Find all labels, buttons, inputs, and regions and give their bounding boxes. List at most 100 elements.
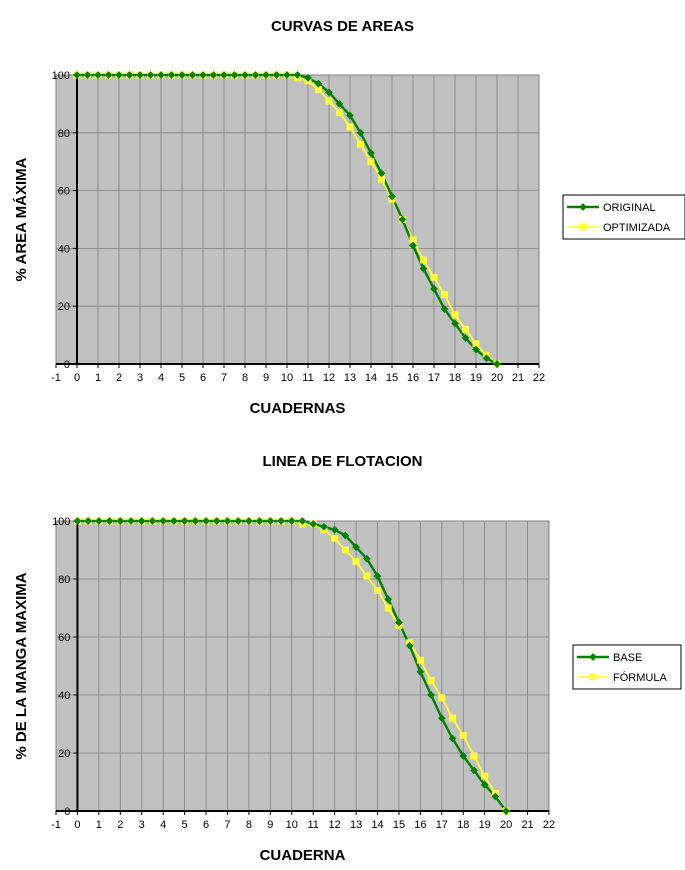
data-point <box>420 256 427 264</box>
x-tick-label: 17 <box>428 372 440 384</box>
data-point <box>325 88 333 97</box>
data-point <box>251 71 260 79</box>
legend: BASE FÓRMULA <box>572 644 682 690</box>
y-tick-label: 0 <box>64 359 70 371</box>
data-point <box>304 73 312 82</box>
data-point <box>405 641 414 650</box>
x-tick-label: 7 <box>224 819 230 831</box>
data-point <box>314 79 323 88</box>
plot-area <box>55 520 550 812</box>
x-tick-label: 1 <box>95 372 101 384</box>
x-tick-label: -1 <box>51 372 61 384</box>
data-point <box>331 534 339 542</box>
data-point <box>159 517 168 525</box>
x-tick-label: 16 <box>414 819 426 831</box>
data-point <box>105 517 114 525</box>
y-tick-label: 20 <box>58 748 70 760</box>
x-tick-label: 17 <box>436 819 448 831</box>
data-point <box>481 772 489 780</box>
x-tick-label: 11 <box>308 819 319 831</box>
data-point <box>362 554 371 563</box>
data-point <box>373 572 382 581</box>
data-point <box>262 71 270 79</box>
data-point <box>341 546 349 554</box>
legend-marker <box>589 673 597 681</box>
series-markers <box>73 71 501 368</box>
x-tick-label: 1 <box>96 819 102 831</box>
data-point <box>283 71 291 79</box>
data-point <box>319 522 328 531</box>
data-point <box>255 517 264 525</box>
x-tick-label: 12 <box>329 819 341 831</box>
data-point <box>427 691 436 699</box>
data-point <box>374 587 381 595</box>
data-point <box>336 109 343 117</box>
data-point <box>169 517 178 525</box>
data-point <box>178 71 186 79</box>
data-point <box>116 517 125 525</box>
data-point <box>502 807 511 815</box>
legend-label: OPTIMIZADA <box>603 222 671 234</box>
data-point <box>438 694 446 702</box>
data-point <box>470 752 478 760</box>
data-point <box>459 751 468 760</box>
x-tick-label: 5 <box>179 372 185 384</box>
legend-label: FÓRMULA <box>613 671 667 684</box>
data-point <box>272 71 281 79</box>
data-point <box>491 792 500 801</box>
data-point <box>427 677 435 684</box>
x-tick-label: 22 <box>533 372 545 384</box>
x-tick-label: 14 <box>371 819 383 831</box>
data-point <box>136 71 144 79</box>
data-point <box>199 71 207 79</box>
data-point <box>441 291 448 299</box>
data-point <box>462 325 469 333</box>
data-point <box>127 517 135 525</box>
data-point <box>346 123 354 131</box>
chart-title: LINEA DE FLOTACION <box>262 453 423 470</box>
data-point <box>341 531 350 540</box>
y-tick-label: 100 <box>52 70 70 82</box>
gridlines <box>56 74 539 364</box>
y-axis-title: % DE LA MANGA MAXIMA <box>13 572 30 759</box>
x-tick-label: 8 <box>242 372 248 384</box>
data-point <box>73 517 82 525</box>
y-tick-label: 0 <box>64 806 70 818</box>
x-tick-label: 12 <box>323 372 335 384</box>
y-tick-label: 100 <box>52 516 70 528</box>
x-tick-label: 15 <box>386 372 398 384</box>
data-point <box>84 517 93 525</box>
data-point <box>125 71 134 79</box>
data-point <box>352 558 360 566</box>
data-point <box>416 667 425 676</box>
chart-title: CURVAS DE AREAS <box>270 18 415 35</box>
data-point <box>377 169 386 178</box>
x-tick-label: 9 <box>263 372 269 384</box>
data-point <box>356 128 365 137</box>
x-tick-label: 4 <box>158 372 164 384</box>
data-point <box>94 517 103 525</box>
x-tick-label: 22 <box>543 819 555 831</box>
data-point <box>209 71 218 79</box>
data-point <box>448 734 457 743</box>
data-point <box>244 517 253 525</box>
x-tick-label: 11 <box>302 372 313 384</box>
y-tick-label: 40 <box>58 243 70 255</box>
x-tick-label: 6 <box>203 819 209 831</box>
data-point <box>230 71 239 79</box>
legend-marker <box>589 653 597 661</box>
data-point <box>335 99 344 108</box>
data-point <box>367 158 375 166</box>
y-tick-label: 60 <box>58 632 70 644</box>
data-point <box>480 780 489 789</box>
chart-svg: -1 0 1 2 3 4 5 6 7 8 9 10 11 12 13 14 15 16 17 18 19 20 21 2202… <box>13 516 682 864</box>
x-tick-label: 2 <box>117 819 123 831</box>
data-point <box>440 305 449 314</box>
data-point <box>419 264 428 273</box>
x-tick-label: 16 <box>407 372 419 384</box>
x-tick-label: 13 <box>350 819 362 831</box>
y-tick-label: 60 <box>58 186 70 198</box>
x-tick-label: 10 <box>286 819 298 831</box>
legend-label: ORIGINAL <box>603 202 656 214</box>
data-point <box>266 517 275 525</box>
